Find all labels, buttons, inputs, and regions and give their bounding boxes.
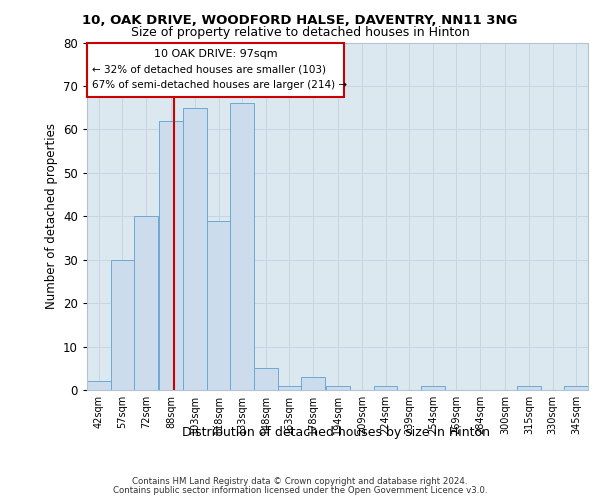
Bar — [565, 386, 588, 390]
Text: 10 OAK DRIVE: 97sqm: 10 OAK DRIVE: 97sqm — [154, 48, 277, 58]
Bar — [183, 108, 207, 390]
Text: ← 32% of detached houses are smaller (103): ← 32% of detached houses are smaller (10… — [92, 64, 326, 74]
Bar — [207, 220, 230, 390]
Bar — [230, 104, 254, 390]
Bar — [374, 386, 397, 390]
Bar — [87, 382, 110, 390]
Text: 10, OAK DRIVE, WOODFORD HALSE, DAVENTRY, NN11 3NG: 10, OAK DRIVE, WOODFORD HALSE, DAVENTRY,… — [82, 14, 518, 27]
Text: Distribution of detached houses by size in Hinton: Distribution of detached houses by size … — [182, 426, 490, 439]
Text: 67% of semi-detached houses are larger (214) →: 67% of semi-detached houses are larger (… — [92, 80, 347, 90]
Text: Contains public sector information licensed under the Open Government Licence v3: Contains public sector information licen… — [113, 486, 487, 495]
Bar — [326, 386, 350, 390]
Bar — [110, 260, 134, 390]
Text: Size of property relative to detached houses in Hinton: Size of property relative to detached ho… — [131, 26, 469, 39]
Text: Contains HM Land Registry data © Crown copyright and database right 2024.: Contains HM Land Registry data © Crown c… — [132, 478, 468, 486]
Bar — [160, 120, 183, 390]
Bar — [254, 368, 278, 390]
Bar — [278, 386, 301, 390]
Bar — [517, 386, 541, 390]
Bar — [301, 377, 325, 390]
Y-axis label: Number of detached properties: Number of detached properties — [44, 123, 58, 309]
Bar — [421, 386, 445, 390]
FancyBboxPatch shape — [87, 44, 344, 97]
Bar — [134, 216, 158, 390]
